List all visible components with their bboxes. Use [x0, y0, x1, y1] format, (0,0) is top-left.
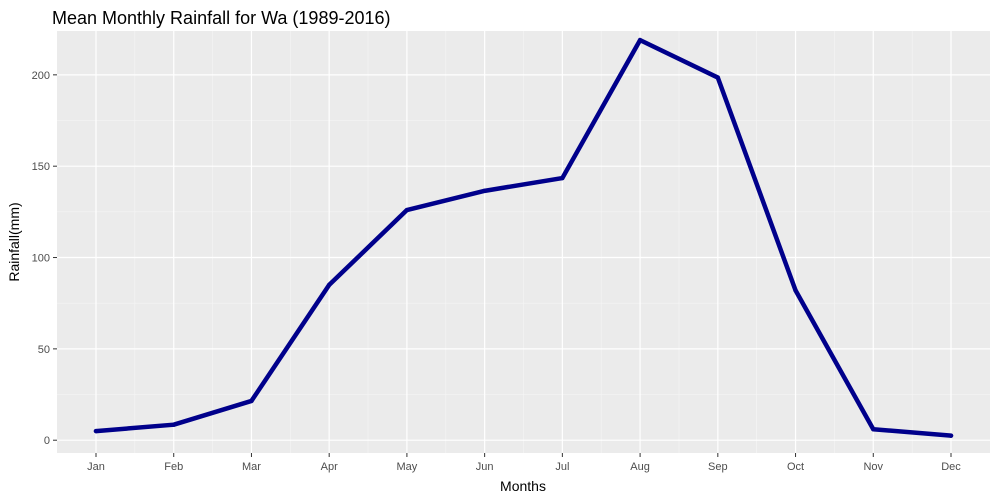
y-tick-label: 50 — [38, 344, 50, 356]
y-tick-label: 0 — [44, 435, 50, 447]
major-gridlines — [57, 31, 990, 453]
x-tick-label: Feb — [164, 461, 183, 473]
data-point-dec — [948, 433, 954, 438]
data-point-feb — [171, 422, 176, 427]
x-axis-title: Months — [500, 478, 546, 494]
chart-title: Mean Monthly Rainfall for Wa (1989-2016) — [52, 8, 391, 28]
data-point-sep — [715, 75, 721, 80]
data-point-jul — [560, 175, 565, 181]
data-point-apr — [326, 282, 332, 288]
rainfall-line — [93, 37, 954, 438]
data-point-may — [404, 207, 410, 213]
data-point-nov — [871, 427, 876, 432]
x-tick-label: Mar — [242, 461, 261, 473]
rainfall-series — [93, 37, 954, 438]
data-point-jan — [93, 428, 99, 434]
data-point-aug — [637, 37, 643, 43]
x-tick-label: Apr — [321, 461, 338, 473]
data-point-jun — [482, 188, 487, 194]
x-tick-label: May — [397, 461, 418, 473]
y-axis-title: Rainfall(mm) — [6, 202, 22, 281]
y-tick-label: 200 — [32, 70, 50, 82]
y-tick-label: 100 — [32, 253, 50, 265]
y-tick-label: 150 — [32, 161, 50, 173]
x-tick-label: Jun — [476, 461, 494, 473]
x-tick-label: Jan — [87, 461, 105, 473]
data-point-mar — [249, 398, 254, 404]
x-tick-label: Jul — [555, 461, 569, 473]
x-tick-label: Aug — [630, 461, 650, 473]
x-axis: Jan Feb Mar Apr May Jun Jul Aug Sep Oct Nov Dec — [87, 453, 961, 473]
minor-gridlines — [57, 31, 990, 453]
data-point-oct — [793, 288, 798, 293]
x-tick-label: Dec — [941, 461, 961, 473]
x-tick-label: Nov — [863, 461, 883, 473]
x-tick-label: Oct — [787, 461, 804, 473]
y-axis: 0 50 100 150 200 — [32, 70, 57, 447]
x-tick-label: Sep — [708, 461, 728, 473]
